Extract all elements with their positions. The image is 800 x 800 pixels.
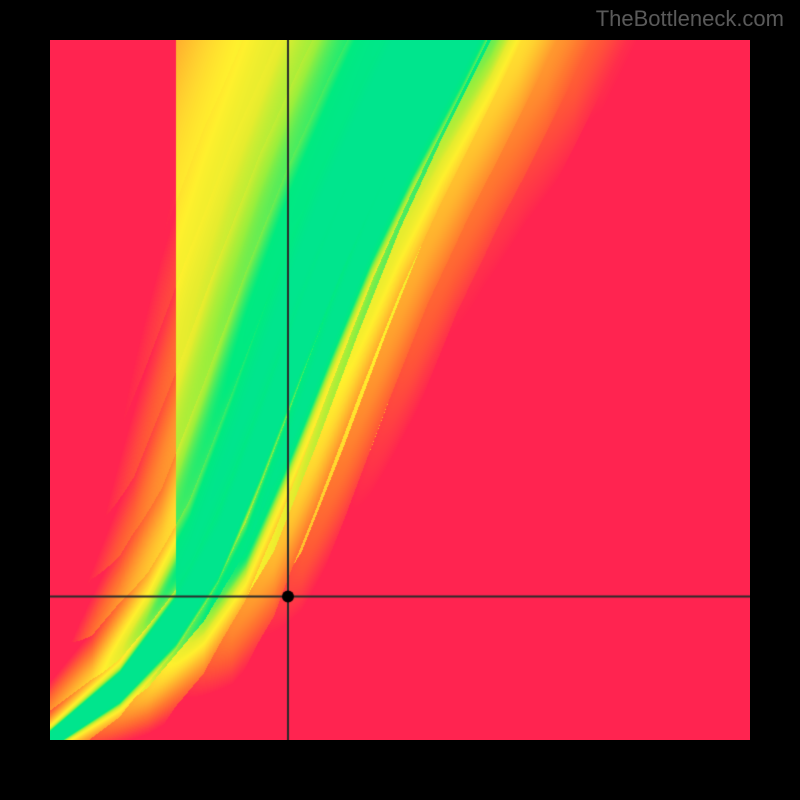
watermark-text: TheBottleneck.com bbox=[596, 6, 784, 32]
heatmap-canvas bbox=[50, 40, 750, 740]
heatmap-plot bbox=[50, 40, 750, 740]
